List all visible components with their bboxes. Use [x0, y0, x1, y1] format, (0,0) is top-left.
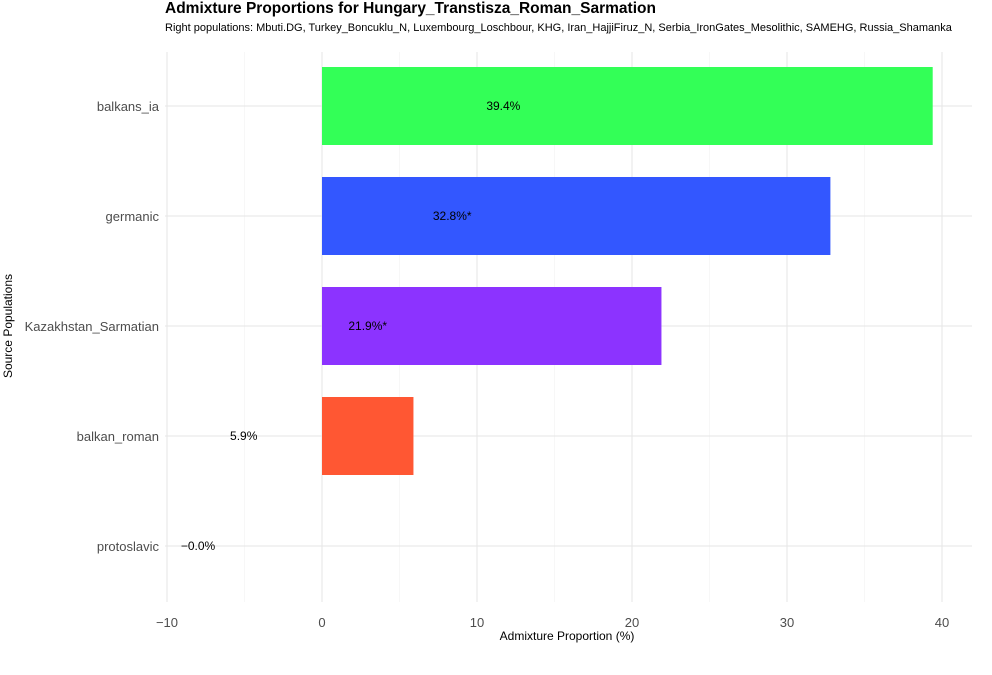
chart-subtitle: Right populations: Mbuti.DG, Turkey_Bonc…: [165, 22, 952, 34]
x-tick-label: 10: [470, 615, 484, 630]
bar-germanic: [322, 177, 831, 255]
x-tick-label: 40: [935, 615, 949, 630]
bar-Kazakhstan_Sarmatian: [322, 287, 662, 365]
x-tick-label: 30: [780, 615, 794, 630]
y-tick-label: balkan_roman: [77, 429, 159, 444]
data-label-balkan_roman: 5.9%: [230, 429, 258, 443]
labels: balkans_ia germanic Kazakhstan_Sarmatianba…: [25, 99, 950, 630]
bars: [322, 67, 933, 475]
x-axis-label: Admixture Proportion (%): [499, 629, 635, 643]
x-tick-label: 0: [318, 615, 325, 630]
data-label-Kazakhstan_Sarmatian: 21.9%*: [348, 319, 387, 333]
bar-balkan_roman: [322, 397, 414, 475]
y-tick-label: Kazakhstan_Sarmatian: [25, 319, 159, 334]
bar-balkans_ia: [322, 67, 933, 145]
x-tick-label: −10: [156, 615, 178, 630]
chart-title: Admixture Proportions for Hungary_Transt…: [165, 0, 656, 17]
y-tick-label: balkans_ia: [97, 99, 160, 114]
data-label-balkans_ia: 39.4%: [486, 99, 520, 113]
data-label-protoslavic: −0.0%: [181, 539, 216, 553]
x-tick-label: 20: [625, 615, 639, 630]
y-tick-label: germanic: [106, 209, 160, 224]
data-label-germanic: 32.8%*: [433, 209, 472, 223]
y-tick-label: protoslavic: [97, 539, 160, 554]
